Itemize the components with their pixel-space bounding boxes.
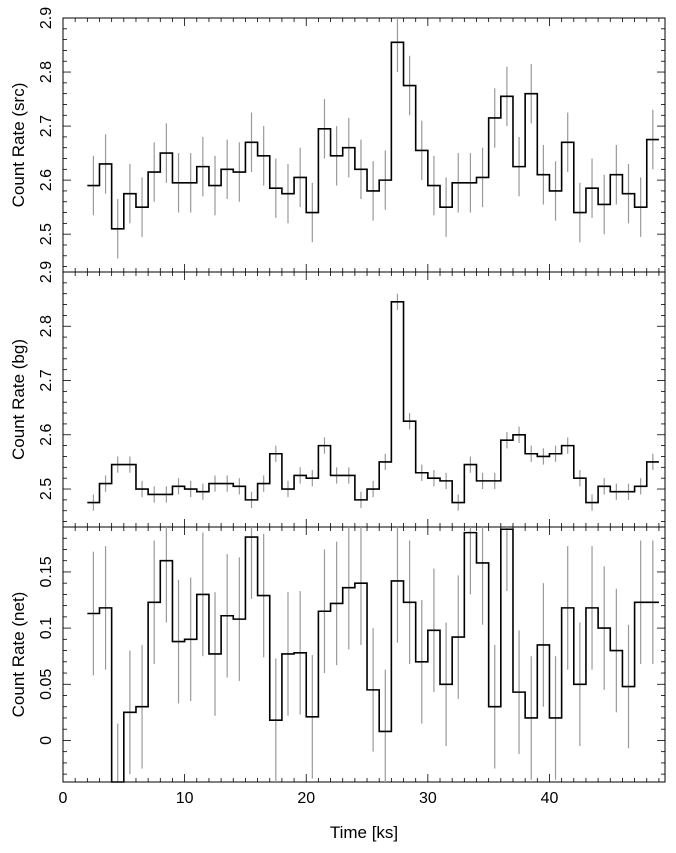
panel-src: 2.5 2.6 2.7 2.8 2.9 [38, 7, 666, 273]
y-tick-label: 2.7 [38, 369, 55, 391]
y-tick-label: 0 [38, 736, 55, 745]
y-tick-label: 2.8 [38, 315, 55, 337]
panel-bg: 2.5 2.6 2.7 2.8 2.9 [38, 261, 666, 528]
y-tick-label: 2.9 [38, 7, 55, 29]
data-series-step [87, 528, 659, 783]
x-tick-label: 0 [59, 790, 68, 807]
y-tick-label: 0.05 [38, 669, 55, 700]
x-tick-label: 20 [297, 790, 315, 807]
data-series-step [87, 301, 659, 504]
y-tick-label: 0.15 [38, 556, 55, 587]
y-tick-label: 2.5 [38, 478, 55, 500]
plot-frame [62, 17, 666, 273]
y-tick-label: 2.8 [38, 61, 55, 83]
plot-frame [62, 271, 666, 528]
x-tick-label: 30 [419, 790, 437, 807]
y-tick-label: 2.6 [38, 424, 55, 446]
plot-frame [62, 526, 666, 783]
y-axis-label-src: Count Rate (src) [9, 83, 28, 208]
x-tick-label: 10 [176, 790, 194, 807]
y-tick-label: 2.9 [38, 261, 55, 283]
y-axis-label-bg: Count Rate (bg) [9, 339, 28, 460]
panel-net: 0 0.05 0.1 0.15 0 10 20 30 40 [38, 526, 666, 807]
y-tick-label: 0.1 [38, 617, 55, 639]
data-series-step [87, 41, 659, 230]
x-tick-label: 40 [541, 790, 559, 807]
y-tick-label: 2.7 [38, 115, 55, 137]
y-tick-label: 2.5 [38, 223, 55, 245]
y-tick-label: 2.6 [38, 169, 55, 191]
x-axis-label: Time [ks] [330, 823, 398, 842]
y-axis-label-net: Count Rate (net) [9, 592, 28, 718]
